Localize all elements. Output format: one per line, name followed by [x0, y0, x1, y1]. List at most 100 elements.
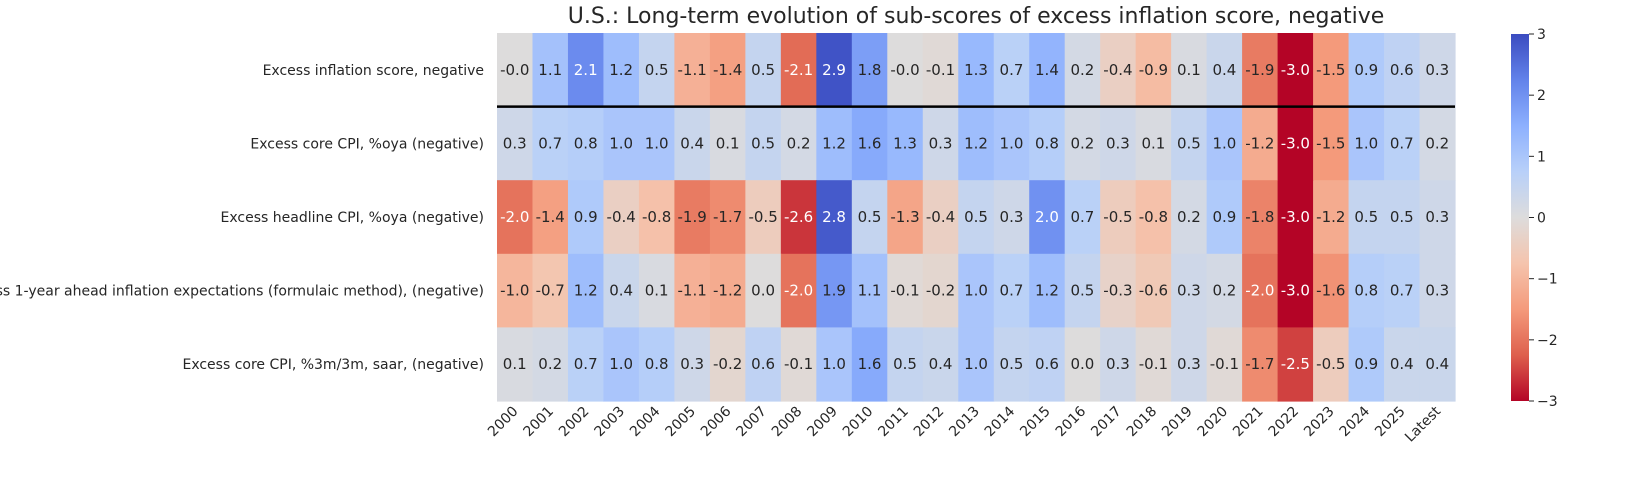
cell-value-label: 0.8 [1035, 134, 1059, 152]
heatmap-cell [1064, 106, 1101, 181]
x-axis-tick-labels: 2000200120022003200420052006200720082009… [485, 403, 1444, 445]
cell-value-label: 0.7 [574, 355, 598, 373]
heatmap-cell [1100, 106, 1137, 181]
cell-value-label: 0.3 [680, 355, 704, 373]
column-label: 2022 [1266, 404, 1303, 441]
column-label: 2009 [804, 404, 841, 441]
cell-value-label: 0.5 [751, 134, 775, 152]
cell-value-label: 0.3 [1106, 134, 1130, 152]
row-label: Excess headline CPI, %oya (negative) [221, 210, 484, 226]
heatmap-cell [745, 327, 782, 402]
heatmap-cell [674, 106, 711, 181]
cell-value-label: 0.9 [574, 208, 598, 226]
cell-value-label: 0.2 [1071, 61, 1095, 79]
cell-value-label: 0.5 [893, 355, 917, 373]
cell-value-label: 0.3 [929, 134, 953, 152]
cell-value-label: 0.0 [1071, 355, 1095, 373]
cell-value-label: 0.7 [1390, 282, 1414, 300]
heatmap-cell [816, 327, 853, 402]
cell-value-label: 1.4 [1035, 61, 1059, 79]
heatmap-cell [922, 253, 959, 328]
cell-value-label: 1.0 [964, 282, 988, 300]
heatmap-cell [958, 33, 995, 108]
cell-value-label: 1.2 [822, 134, 846, 152]
heatmap-cell [1171, 327, 1208, 402]
cell-value-label: 1.2 [964, 134, 988, 152]
cell-value-label: -1.9 [1245, 61, 1274, 79]
cell-value-label: -3.0 [1281, 282, 1310, 300]
cell-value-label: -1.8 [1245, 208, 1274, 226]
heatmap-cell [603, 106, 640, 181]
heatmap-cell [674, 327, 711, 402]
heatmap-cell [567, 253, 605, 328]
cell-value-label: 2.8 [822, 208, 846, 226]
heatmap-cell [532, 327, 569, 402]
colorbar-tick-label: 1 [1537, 149, 1546, 165]
colorbar: 3 2 1 0 −1 −2 −3 [1511, 27, 1558, 410]
cell-value-label: -3.0 [1281, 134, 1310, 152]
cell-value-label: 0.7 [1000, 282, 1024, 300]
cell-value-label: 2.1 [574, 61, 598, 79]
cell-value-label: 1.0 [1212, 134, 1236, 152]
heatmap-cell [1064, 327, 1101, 402]
heatmap-cell [887, 33, 924, 108]
cell-value-label: -0.5 [748, 208, 777, 226]
heatmap-cell [497, 106, 534, 181]
column-label: 2006 [698, 403, 735, 440]
cell-value-label: -0.0 [890, 61, 919, 79]
heatmap-cell [1348, 33, 1385, 108]
cell-value-label: 1.0 [1000, 134, 1024, 152]
heatmap-cell [1029, 106, 1066, 181]
column-label: 2002 [556, 404, 593, 441]
heatmap-cell [851, 33, 888, 108]
cell-value-label: 0.5 [1071, 282, 1095, 300]
heatmap-cell [1419, 33, 1456, 108]
heatmap-cell [1135, 106, 1172, 181]
cell-value-label: -0.8 [1139, 208, 1168, 226]
heatmap-cell [709, 180, 746, 255]
cell-value-label: 0.3 [1000, 208, 1024, 226]
cell-value-label: 0.7 [538, 134, 562, 152]
heatmap-cell [1206, 253, 1243, 328]
cell-value-label: -1.0 [500, 282, 529, 300]
cell-value-label: 1.6 [858, 355, 882, 373]
column-label: 2018 [1124, 404, 1161, 441]
heatmap-cell [1384, 106, 1421, 181]
heatmap-cell [1029, 180, 1066, 255]
cell-value-label: 0.9 [1354, 355, 1378, 373]
cell-value-label: -0.3 [1103, 282, 1132, 300]
colorbar-tick-label: 3 [1537, 27, 1546, 43]
cell-value-label: -0.4 [926, 208, 955, 226]
cell-value-label: 0.5 [1354, 208, 1378, 226]
heatmap-cell [887, 180, 924, 255]
heatmap-cell [1419, 106, 1456, 181]
cell-value-label: 0.1 [716, 134, 740, 152]
cell-value-label: -1.2 [713, 282, 742, 300]
heatmap-cell [1171, 180, 1208, 255]
cell-value-label: 1.2 [609, 61, 633, 79]
cell-value-label: 0.4 [1390, 355, 1414, 373]
heatmap-cell [816, 180, 853, 255]
column-label: 2012 [911, 404, 948, 441]
heatmap-cell [1242, 327, 1279, 402]
y-axis-tick-labels: Excess inflation score, negative Excess c… [0, 63, 484, 373]
column-label: 2020 [1195, 404, 1232, 441]
cell-value-label: 0.5 [1000, 355, 1024, 373]
heatmap-cell [1277, 253, 1314, 328]
cell-value-label: 0.6 [1390, 61, 1414, 79]
cell-value-label: -0.8 [642, 208, 671, 226]
cell-value-label: -3.0 [1281, 208, 1310, 226]
cell-value-label: 0.2 [787, 134, 811, 152]
cell-value-label: 0.0 [751, 282, 775, 300]
column-label: 2001 [521, 404, 558, 441]
heatmap-cell [745, 253, 782, 328]
cell-value-label: 1.0 [645, 134, 669, 152]
heatmap-cell [603, 180, 640, 255]
heatmap-cell [958, 253, 995, 328]
cell-value-label: -0.4 [1103, 61, 1132, 79]
heatmap-cell [1242, 33, 1279, 108]
cell-value-label: -0.1 [1210, 355, 1239, 373]
heatmap-cell [1064, 253, 1101, 328]
heatmap-cell [1419, 253, 1456, 328]
heatmap-cell [603, 327, 640, 402]
